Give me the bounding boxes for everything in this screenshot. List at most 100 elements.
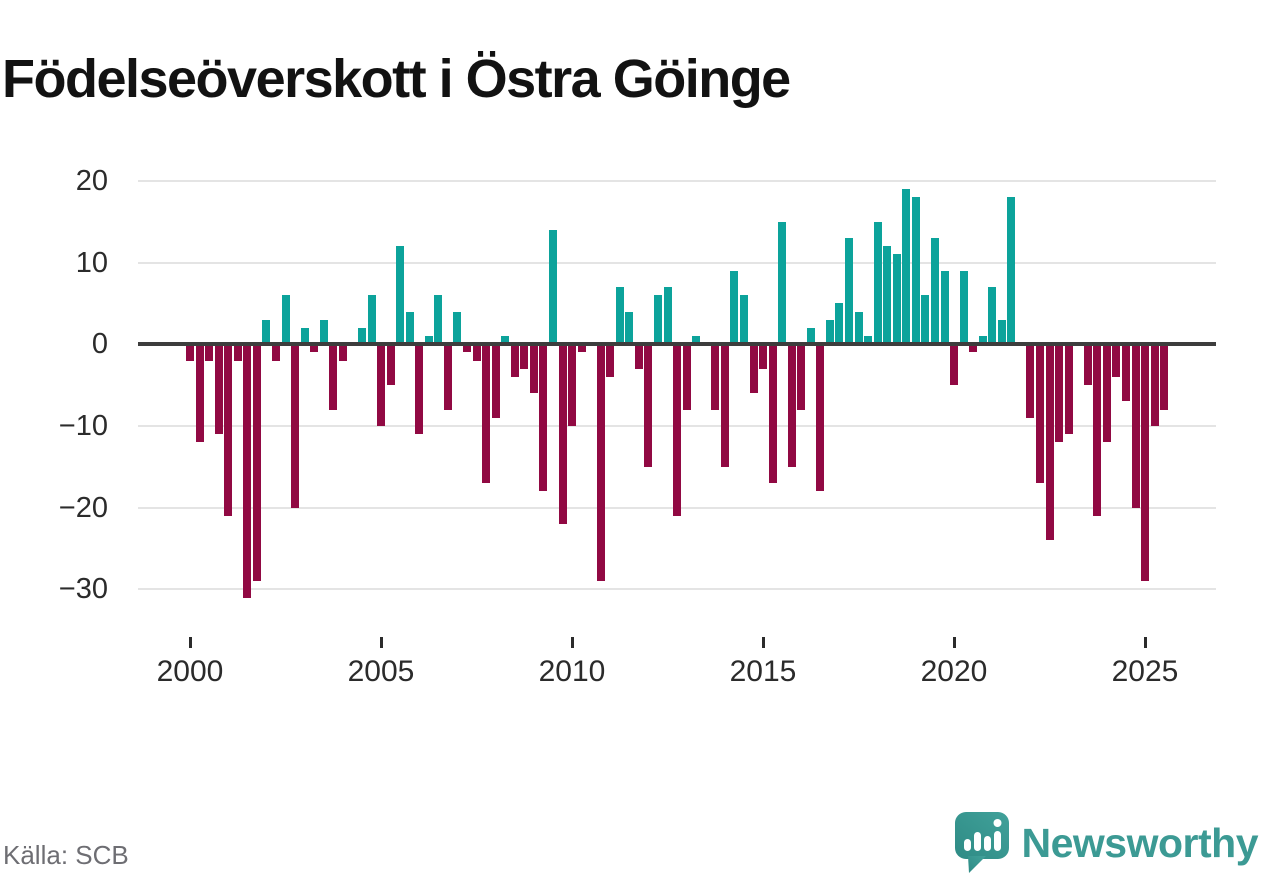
bar (816, 344, 825, 492)
bar (959, 270, 968, 345)
bar (768, 344, 777, 484)
bar (491, 344, 500, 418)
bar (262, 319, 271, 345)
bar (329, 344, 338, 410)
bar (797, 344, 806, 410)
bar (224, 344, 233, 516)
bar (845, 238, 853, 345)
brand-lockup: Newsworthy (954, 810, 1259, 876)
bar (386, 344, 395, 386)
x-axis-tick-label: 2020 (920, 655, 988, 688)
x-axis-tick-mark (188, 637, 192, 648)
bar (482, 344, 491, 484)
bar (1045, 344, 1054, 541)
gridline (138, 261, 1216, 264)
bar (281, 295, 290, 345)
newsworthy-logo-icon (954, 812, 1009, 873)
bar (921, 295, 930, 345)
y-axis-tick-label: 20 (75, 164, 108, 197)
bar (501, 336, 510, 345)
bar (529, 344, 538, 394)
bar (214, 344, 223, 435)
bar (367, 295, 376, 345)
bar (663, 287, 672, 345)
bar (300, 328, 309, 345)
x-axis-tick-mark (952, 637, 956, 648)
bar (1121, 344, 1130, 402)
bar (682, 344, 691, 410)
bar (1083, 344, 1092, 386)
bar (1007, 197, 1016, 345)
bar (644, 344, 653, 467)
bar (673, 344, 681, 516)
bar (1064, 344, 1073, 435)
bar (940, 270, 949, 345)
x-axis-tick-label: 2025 (1111, 655, 1179, 688)
bar (310, 344, 319, 353)
bar (195, 344, 204, 443)
bar (625, 311, 634, 345)
bar (1026, 344, 1035, 418)
bar (1160, 344, 1169, 410)
bar (950, 344, 958, 386)
bar (997, 319, 1006, 345)
bar (396, 246, 405, 345)
bar (424, 336, 433, 345)
bar (568, 344, 576, 426)
bar (558, 344, 567, 524)
bar (319, 319, 328, 345)
bar (205, 344, 214, 361)
gridline (138, 179, 1216, 182)
bar (596, 344, 605, 582)
bar (778, 221, 787, 345)
bar (1055, 344, 1064, 443)
bar (692, 336, 701, 345)
bar (864, 336, 873, 345)
zero-baseline (138, 342, 1216, 347)
bar (930, 238, 939, 345)
bar (1036, 344, 1044, 484)
bar (749, 344, 758, 394)
x-axis-tick-label: 2015 (729, 655, 797, 688)
bar (634, 344, 643, 369)
bar (338, 344, 347, 361)
bar (434, 295, 443, 345)
x-axis-tick-mark (761, 637, 765, 648)
gridline (138, 588, 1216, 591)
bar (539, 344, 548, 492)
bar (606, 344, 615, 377)
y-axis-tick-label: −20 (58, 491, 108, 524)
bar (1131, 344, 1140, 508)
x-axis-tick-label: 2005 (347, 655, 415, 688)
brand-name: Newsworthy (1021, 819, 1259, 866)
bar (291, 344, 300, 508)
bar (654, 295, 662, 345)
bar (825, 319, 834, 345)
bar (271, 344, 280, 361)
bar (1093, 344, 1102, 516)
bar (835, 303, 844, 345)
mini-bar-chart-icon (963, 819, 1001, 851)
bar (463, 344, 471, 353)
bar (1141, 344, 1149, 582)
bar (472, 344, 481, 361)
bar (787, 344, 796, 467)
bar (883, 246, 892, 345)
bar (252, 344, 261, 582)
y-axis-tick-label: 0 (91, 328, 108, 361)
bar (453, 311, 462, 345)
bar (1150, 344, 1159, 426)
page-title: Födelseöverskott i Östra Göinge (2, 49, 791, 110)
bar (759, 344, 767, 369)
x-axis-tick-label: 2000 (156, 655, 224, 688)
bar (854, 311, 863, 345)
bar (720, 344, 729, 467)
x-axis-tick-label: 2010 (538, 655, 606, 688)
exclamation-bar (993, 831, 1001, 851)
bar (615, 287, 624, 345)
bar (520, 344, 529, 369)
bar (443, 344, 452, 410)
bar (1112, 344, 1121, 377)
bar (892, 254, 901, 345)
